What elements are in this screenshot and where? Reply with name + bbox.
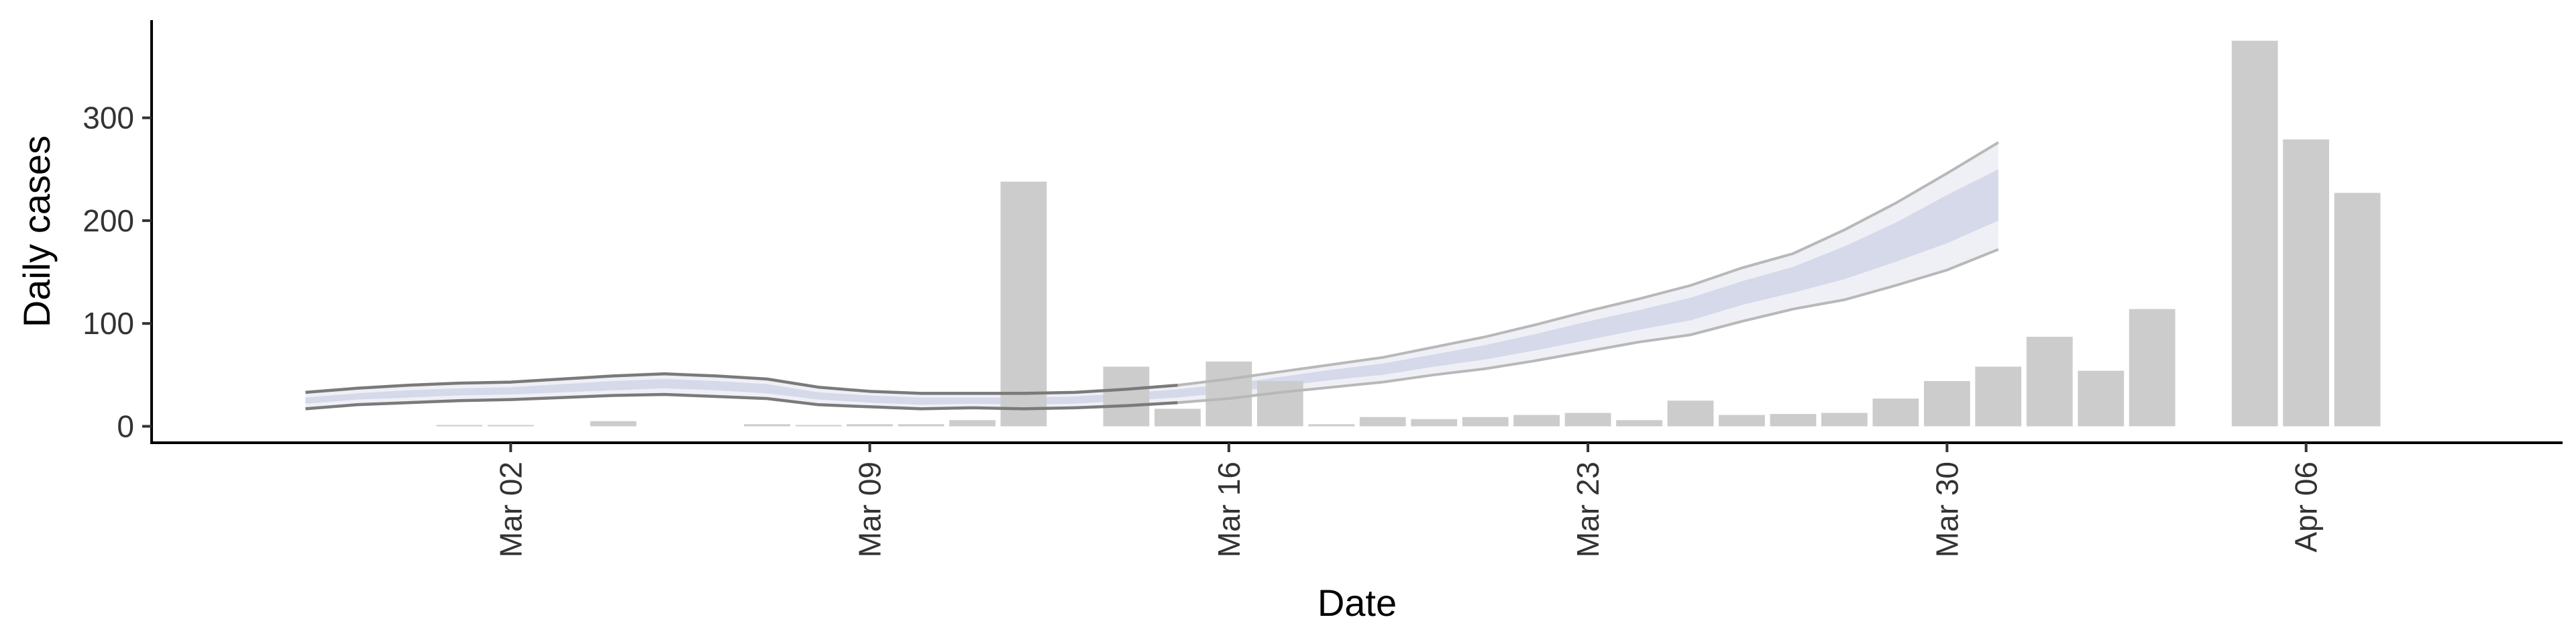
x-ticks: Mar 02 Mar 09 Mar 16 Mar 23 Mar 30 Apr 06 [493, 443, 2324, 557]
bar [1155, 409, 1201, 427]
x-tick-label: Mar 02 [493, 462, 528, 557]
y-tick-label: 100 [83, 306, 134, 341]
bar [2283, 139, 2329, 427]
y-tick-label: 300 [83, 101, 134, 136]
bar [1564, 413, 1611, 427]
y-tick-label: 200 [83, 203, 134, 238]
y-ticks: 0 100 200 300 [83, 101, 152, 443]
estimate-band-inner [305, 169, 1998, 405]
estimate-band-layer [305, 142, 1998, 409]
bar [1770, 414, 1817, 427]
bar [1256, 381, 1303, 427]
bar [2026, 337, 2073, 427]
bar [1411, 419, 1458, 427]
bar [744, 424, 790, 427]
bar [1872, 398, 1919, 427]
x-tick-label: Mar 23 [1570, 462, 1605, 557]
x-tick-label: Apr 06 [2289, 462, 2324, 553]
bound-lines-layer [305, 141, 1999, 411]
bar [1667, 400, 1714, 427]
bar [1719, 415, 1765, 427]
bar [1821, 413, 1868, 427]
bar [949, 420, 996, 427]
bar [487, 425, 534, 427]
bar [2334, 193, 2381, 427]
x-tick-label: Mar 16 [1212, 462, 1246, 557]
axes-layer [150, 20, 2563, 444]
bar [590, 421, 637, 427]
y-axis-title: Daily cases [15, 136, 58, 327]
estimate-band-outer [305, 142, 1998, 409]
bar [1308, 424, 1355, 427]
bar [1000, 181, 1047, 427]
bar [1924, 381, 1970, 427]
upper-bound-line [305, 141, 1999, 395]
bar [1205, 361, 1252, 427]
upper-bound-line-early [305, 372, 1178, 395]
bar [2129, 309, 2176, 427]
bar [898, 424, 945, 427]
bar [1103, 366, 1150, 427]
lower-bound-line-early [305, 392, 1178, 411]
bar [1616, 420, 1662, 427]
bar [436, 425, 483, 427]
bar [795, 425, 842, 427]
x-tick-label: Mar 09 [853, 462, 888, 557]
y-tick-label: 0 [117, 409, 134, 443]
bars-layer [436, 40, 2381, 427]
bar [1359, 417, 1406, 427]
bar [1975, 366, 2022, 427]
x-axis-title: Date [1318, 582, 1397, 624]
bar [1513, 415, 1560, 427]
bar [1462, 417, 1509, 427]
x-tick-label: Mar 30 [1929, 462, 1964, 557]
bar [847, 424, 893, 427]
bar [2231, 40, 2278, 427]
bar [2078, 370, 2125, 427]
